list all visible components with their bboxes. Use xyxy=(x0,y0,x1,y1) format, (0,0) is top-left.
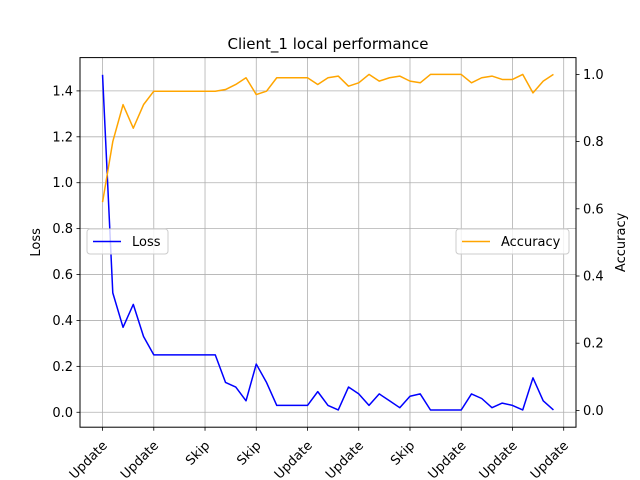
y-right-tick-label: 0.6 xyxy=(583,202,604,217)
legend-loss: Loss xyxy=(86,228,169,255)
y-left-axis-label: Loss xyxy=(29,228,44,257)
legend-accuracy: Accuracy xyxy=(455,228,570,255)
legend-loss-label: Loss xyxy=(132,235,161,250)
y-right-axis-label: Accuracy xyxy=(614,212,629,272)
y-left-tick-label: 0.0 xyxy=(52,406,73,421)
y-left-tick-label: 0.8 xyxy=(52,222,73,237)
y-right-tick-label: 0.0 xyxy=(583,404,604,419)
y-left-tick-label: 1.4 xyxy=(52,84,73,99)
y-left-tick-label: 0.4 xyxy=(52,314,73,329)
y-left-tick-label: 0.2 xyxy=(52,360,73,375)
y-left-tick-label: 0.6 xyxy=(52,268,73,283)
series-layer xyxy=(101,73,554,411)
y-left-tick-label: 1.2 xyxy=(52,130,73,145)
chart-title: Client_1 local performance xyxy=(227,35,428,54)
legend-accuracy-label: Accuracy xyxy=(501,235,561,250)
y-right-tick-label: 0.8 xyxy=(583,135,604,150)
y-right-tick-label: 0.2 xyxy=(583,337,604,352)
plot-frame xyxy=(79,57,577,428)
y-right-tick-label: 0.4 xyxy=(583,270,604,285)
legend-loss-box xyxy=(86,228,169,255)
y-left-tick-label: 1.0 xyxy=(52,176,73,191)
series-line-loss xyxy=(101,74,554,411)
y-right-tick-label: 1.0 xyxy=(583,68,604,83)
legend-accuracy-box xyxy=(455,228,570,255)
series-line-accuracy xyxy=(101,73,554,203)
